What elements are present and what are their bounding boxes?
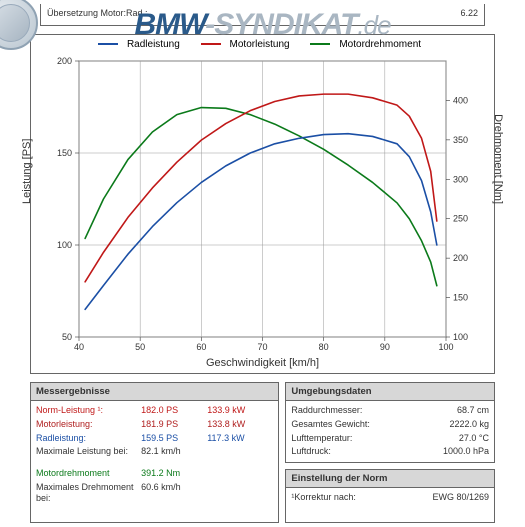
einstellung-title: Einstellung der Norm: [286, 470, 494, 488]
svg-text:70: 70: [257, 342, 267, 352]
svg-text:400: 400: [453, 95, 468, 105]
svg-text:80: 80: [319, 342, 329, 352]
svg-text:250: 250: [453, 214, 468, 224]
gear-ratio-label: Übersetzung Motor:Rad :: [47, 8, 148, 25]
result-row: Norm-Leistung ¹:182.0 PS133.9 kW: [36, 405, 273, 416]
y-left-axis-label: Leistung [PS]: [21, 139, 33, 204]
svg-text:150: 150: [453, 293, 468, 303]
env-row: Lufttemperatur:27.0 °C: [291, 433, 489, 444]
env-row: Raddurchmesser:68.7 cm: [291, 405, 489, 416]
messergebnisse-body: Norm-Leistung ¹:182.0 PS133.9 kW Motorlei…: [31, 401, 278, 522]
y-right-axis-label: Drehmoment [Nm]: [492, 114, 504, 204]
svg-text:50: 50: [135, 342, 145, 352]
svg-text:100: 100: [453, 332, 468, 342]
einstellung-body: ¹Korrektur nach:EWG 80/1269: [286, 488, 494, 522]
umgebungsdaten-body: Raddurchmesser:68.7 cm Gesamtes Gewicht:2…: [286, 401, 494, 462]
svg-text:100: 100: [438, 342, 453, 352]
messergebnisse-title: Messergebnisse: [31, 383, 278, 401]
gear-ratio-value: 6.22: [460, 8, 478, 25]
result-row: Maximales Drehmoment bei:60.6 km/h: [36, 482, 273, 505]
result-tables: Messergebnisse Norm-Leistung ¹:182.0 PS1…: [30, 382, 495, 523]
svg-text:90: 90: [380, 342, 390, 352]
svg-text:40: 40: [74, 342, 84, 352]
svg-text:300: 300: [453, 174, 468, 184]
svg-text:150: 150: [57, 148, 72, 158]
einstellung-panel: Einstellung der Norm ¹Korrektur nach:EWG…: [285, 469, 495, 523]
env-row: ¹Korrektur nach:EWG 80/1269: [291, 492, 489, 503]
result-row: Motorleistung:181.9 PS133.8 kW: [36, 419, 273, 430]
dyno-chart: Radleistung Motorleistung Motordrehmomen…: [30, 34, 495, 374]
result-row: Motordrehmoment391.2 Nm: [36, 468, 273, 479]
top-info-strip: Übersetzung Motor:Rad : 6.22: [40, 4, 485, 26]
chart-svg: 4050607080901005010015020010015020025030…: [31, 35, 494, 373]
svg-text:350: 350: [453, 135, 468, 145]
umgebungsdaten-title: Umgebungsdaten: [286, 383, 494, 401]
svg-text:60: 60: [196, 342, 206, 352]
svg-text:200: 200: [453, 253, 468, 263]
result-row: Radleistung:159.5 PS117.3 kW: [36, 433, 273, 444]
messergebnisse-panel: Messergebnisse Norm-Leistung ¹:182.0 PS1…: [30, 382, 279, 523]
svg-text:200: 200: [57, 56, 72, 66]
umgebungsdaten-panel: Umgebungsdaten Raddurchmesser:68.7 cm Ges…: [285, 382, 495, 463]
svg-text:100: 100: [57, 240, 72, 250]
env-row: Luftdruck:1000.0 hPa: [291, 446, 489, 457]
svg-text:50: 50: [62, 332, 72, 342]
env-row: Gesamtes Gewicht:2222.0 kg: [291, 419, 489, 430]
x-axis-label: Geschwindigkeit [km/h]: [31, 357, 494, 369]
result-row: Maximale Leistung bei:82.1 km/h: [36, 446, 273, 457]
